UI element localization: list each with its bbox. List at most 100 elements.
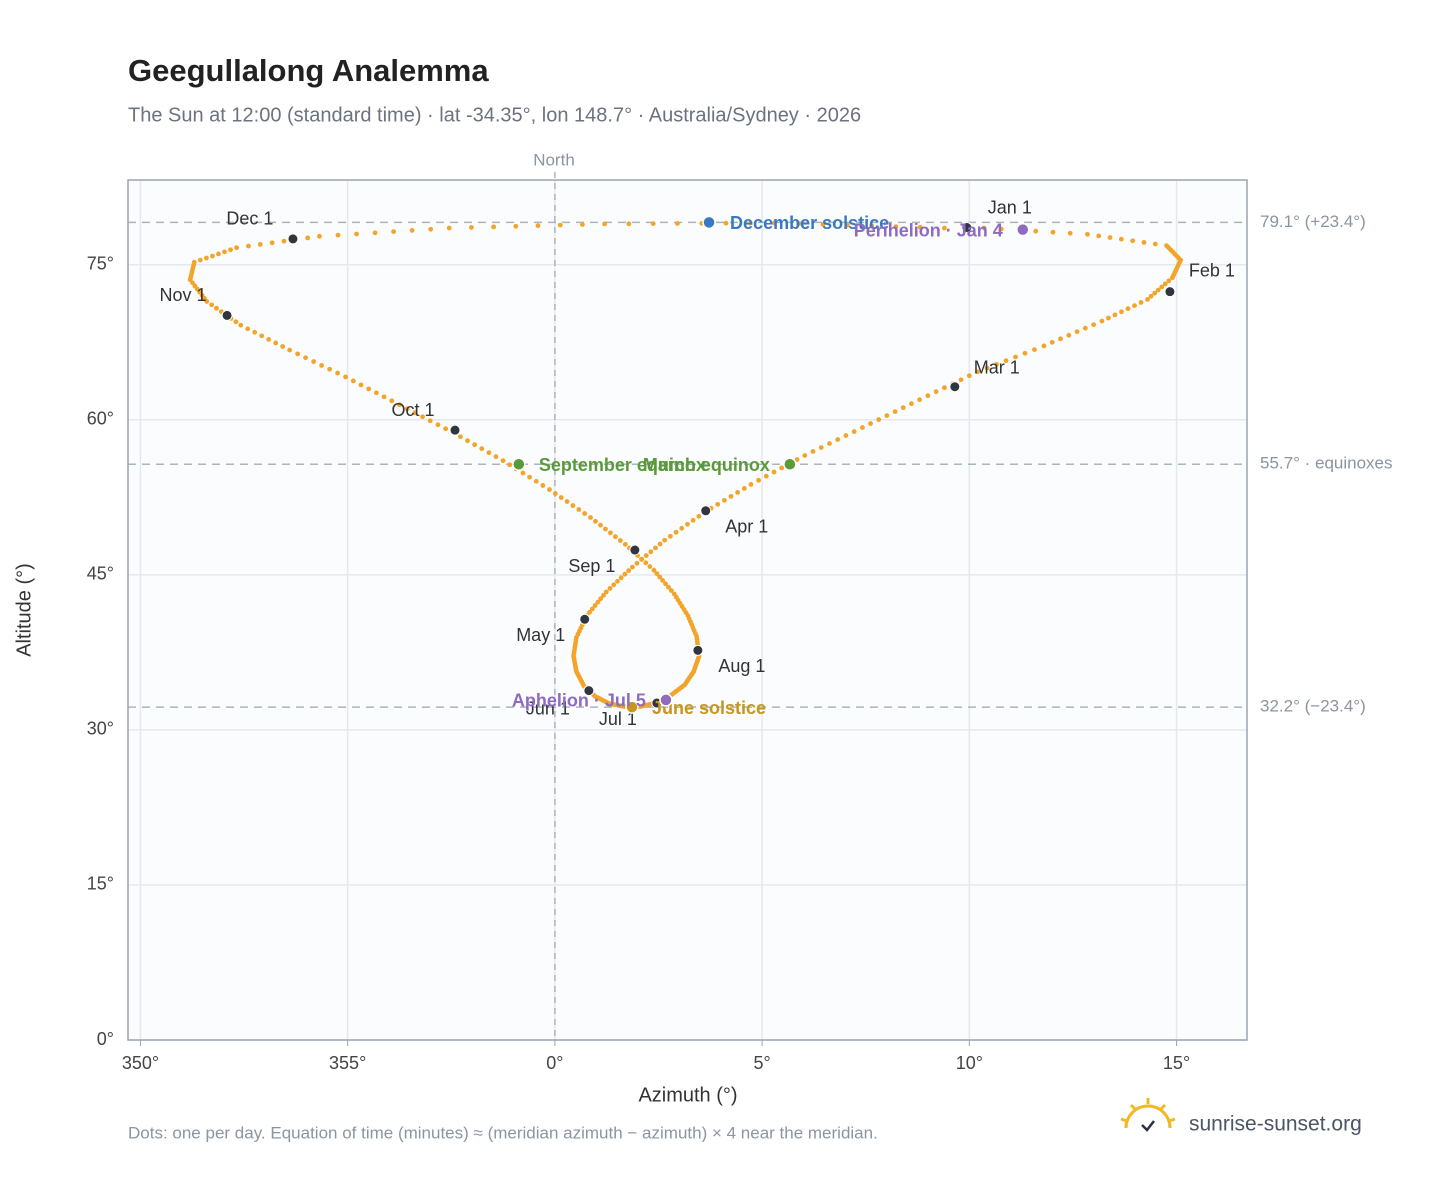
- day-dot-fill: [197, 257, 203, 263]
- day-dot-fill: [527, 474, 532, 480]
- day-dot-fill: [203, 255, 209, 261]
- x-axis-title: Azimuth (°): [638, 1084, 737, 1106]
- day-dot: [1085, 231, 1090, 237]
- day-dot-fill: [540, 483, 546, 488]
- reference-label: 32.2° (−23.4°): [1260, 697, 1366, 716]
- day-dot-fill: [1091, 322, 1097, 328]
- day-dot-fill: [685, 521, 690, 527]
- day-dot-fill: [827, 441, 832, 446]
- day-dot-fill: [1082, 325, 1088, 331]
- reference-label: 79.1° (+23.4°): [1260, 212, 1366, 231]
- day-dot-fill: [266, 337, 272, 342]
- day-dot-fill: [319, 362, 325, 368]
- day-dot-fill: [690, 517, 696, 523]
- event-dot: [1016, 222, 1030, 237]
- day-dot-fill: [958, 377, 964, 383]
- day-dot-fill: [601, 592, 606, 598]
- event-label: Perihelion · Jan 4: [854, 220, 1003, 240]
- day-dot-fill: [868, 421, 873, 426]
- day-dot-fill: [796, 221, 802, 227]
- day-dot-fill: [427, 418, 433, 424]
- day-dot-fill: [1112, 312, 1118, 318]
- day-dot: [651, 567, 657, 573]
- day-dot-fill: [917, 224, 923, 230]
- day-dot-fill: [280, 344, 286, 349]
- day-dot: [748, 482, 754, 487]
- day-dot-fill: [1049, 339, 1055, 345]
- day-dot-fill: [779, 465, 785, 471]
- day-dot-fill: [1152, 290, 1158, 296]
- day-dot-fill: [869, 223, 875, 229]
- day-dot-fill: [673, 529, 679, 535]
- day-dot-fill: [435, 422, 441, 428]
- y-axis-title: Altitude (°): [13, 563, 35, 657]
- day-dot-fill: [675, 221, 680, 226]
- day-dot-fill: [617, 538, 623, 543]
- day-dot-fill: [618, 575, 624, 581]
- day-dot: [772, 220, 777, 226]
- date-label: Nov 1: [160, 285, 207, 305]
- day-dot: [500, 458, 506, 464]
- day-dot-fill: [667, 533, 673, 539]
- day-dot-fill: [358, 382, 364, 388]
- day-dot-fill: [472, 442, 478, 448]
- day-dot-fill: [626, 221, 632, 227]
- day-dot-fill: [1106, 315, 1111, 321]
- day-dot-fill: [582, 511, 588, 516]
- day-dot-fill: [468, 225, 474, 230]
- y-tick-label: 45°: [87, 564, 114, 584]
- day-dot-fill: [350, 378, 356, 384]
- day-dot-fill: [603, 526, 608, 532]
- day-dot: [1170, 275, 1175, 281]
- day-dot-fill: [608, 530, 613, 536]
- day-dot-fill: [598, 596, 604, 602]
- day-dot-fill: [1155, 287, 1161, 293]
- date-label: Feb 1: [1189, 260, 1235, 280]
- day-dot-fill: [611, 582, 617, 588]
- date-dot: [700, 505, 712, 517]
- date-dot: [1164, 286, 1176, 298]
- day-dot-fill: [533, 478, 539, 484]
- day-dot-fill: [593, 518, 598, 524]
- event-label: March equinox: [643, 455, 770, 475]
- event-dot: [783, 457, 797, 472]
- day-dot-fill: [1132, 303, 1137, 308]
- day-dot: [942, 225, 947, 231]
- day-dot-fill: [892, 409, 898, 415]
- day-dot-fill: [639, 556, 645, 562]
- x-tick-label: 10°: [956, 1053, 983, 1073]
- marks: Jan 1 Feb 1 Mar 1 Apr 1 May 1 Jun 1 Jul 1 Aug 1…: [160, 197, 1235, 728]
- day-dot-fill: [1074, 329, 1080, 335]
- day-dot-fill: [391, 229, 396, 235]
- day-dot: [588, 515, 593, 520]
- day-dot-fill: [216, 251, 221, 257]
- day-dot-fill: [622, 571, 628, 577]
- day-dot-fill: [851, 429, 857, 434]
- day-dot-fill: [281, 238, 287, 244]
- day-dot-fill: [634, 560, 640, 566]
- day-dot-fill: [295, 351, 301, 357]
- chart-title: Geegullalong Analemma: [128, 53, 489, 88]
- day-dot: [343, 374, 348, 380]
- day-dot-fill: [228, 247, 233, 253]
- day-dot: [1041, 343, 1047, 349]
- day-dot: [975, 369, 981, 375]
- grid: [128, 172, 1247, 1041]
- day-dot-fill: [1067, 230, 1073, 236]
- day-dot: [287, 347, 293, 353]
- day-dot-fill: [210, 253, 215, 259]
- day-dot-fill: [900, 405, 906, 411]
- day-dot-fill: [493, 454, 499, 460]
- footnote: Dots: one per day. Equation of time (min…: [128, 1123, 878, 1142]
- day-dot-fill: [404, 406, 410, 412]
- day-dot-fill: [747, 220, 753, 226]
- day-dot-fill: [844, 222, 850, 228]
- day-dot: [629, 564, 635, 570]
- day-dot-fill: [1050, 229, 1056, 235]
- day-dot-fill: [607, 585, 613, 591]
- day-dot-fill: [715, 501, 721, 507]
- day-dot: [622, 541, 628, 547]
- day-dot-fill: [1066, 332, 1072, 338]
- date-dot: [629, 544, 641, 556]
